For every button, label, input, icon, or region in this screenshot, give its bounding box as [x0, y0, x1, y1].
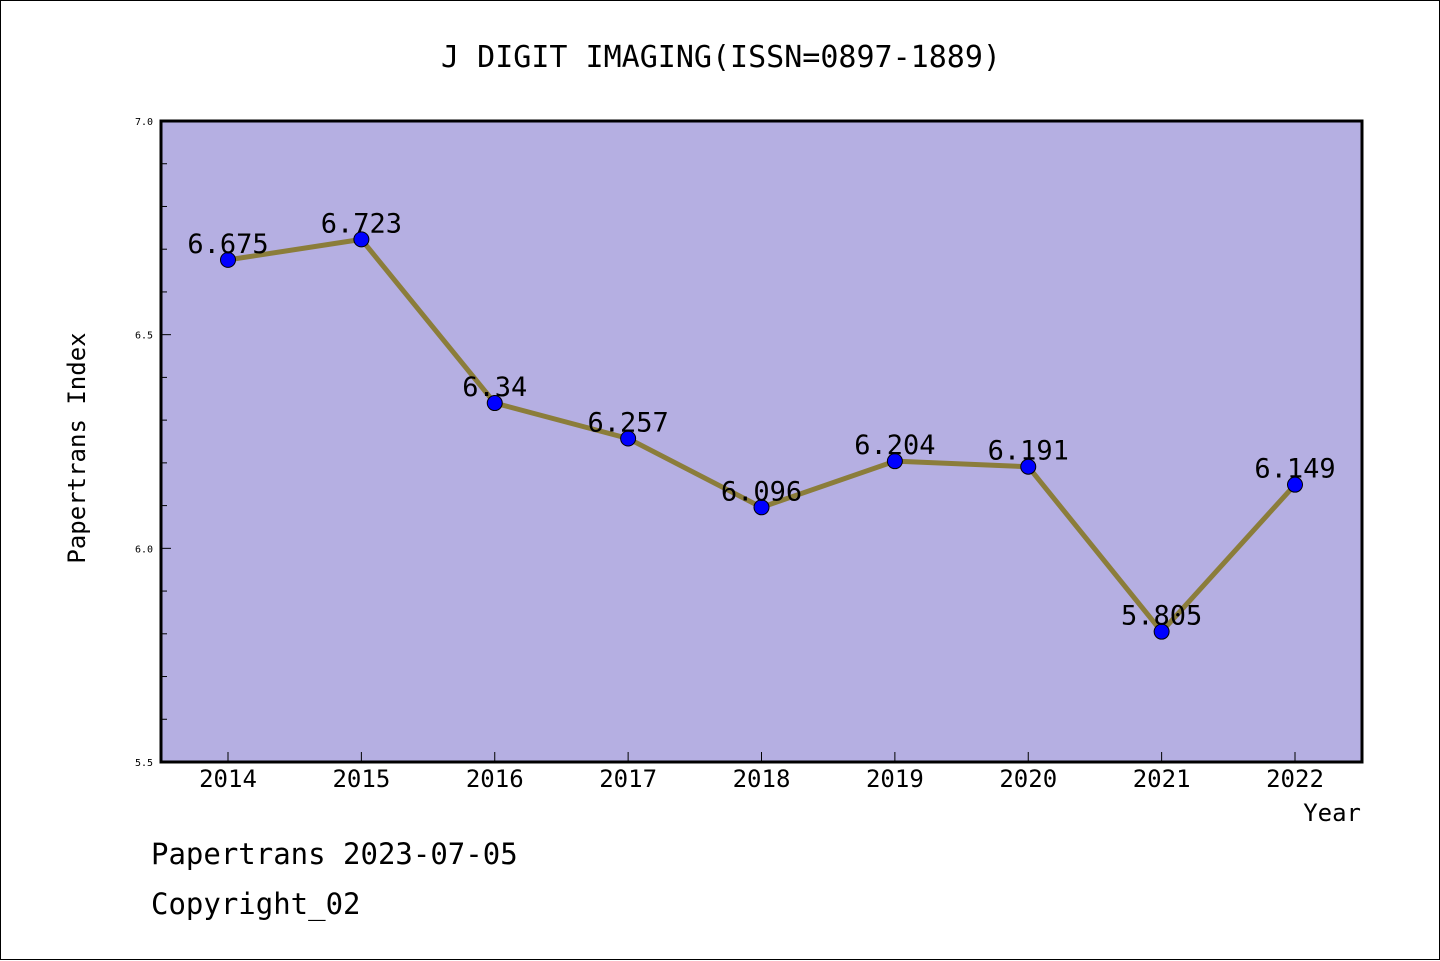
x-axis-label: Year [1303, 799, 1361, 827]
x-tick-label: 2022 [1266, 765, 1324, 793]
data-label: 6.34 [462, 372, 527, 403]
data-label: 6.096 [721, 476, 802, 507]
y-tick-label: 5.5 [135, 758, 153, 769]
data-point [620, 430, 637, 447]
x-tick-label: 2018 [733, 765, 791, 793]
x-tick-label: 2016 [466, 765, 524, 793]
series-layer: 6.675 6.723 6.34 6.257 6.096 6.204 6.191 5.805 6… [187, 208, 1336, 640]
data-point [753, 499, 770, 516]
data-point [220, 251, 236, 268]
data-label: 5.805 [1121, 601, 1202, 632]
y-tick-label: 7.0 [135, 117, 153, 128]
x-axis: 2014 2015 2016 2017 2018 2019 2020 2021 2022 [199, 752, 1324, 793]
data-label: 6.204 [854, 430, 935, 461]
y-tick-label: 6.0 [135, 544, 153, 555]
x-tick-label: 2020 [999, 765, 1057, 793]
data-label: 6.257 [587, 408, 668, 439]
data-point [886, 453, 903, 470]
data-point [486, 395, 503, 412]
x-tick-label: 2017 [599, 765, 657, 793]
data-label: 6.191 [988, 436, 1069, 467]
data-label: 6.149 [1254, 454, 1335, 485]
data-point [1153, 623, 1170, 640]
x-tick-label: 2015 [332, 765, 390, 793]
data-point [1020, 458, 1037, 475]
footer-copyright: Copyright_02 [151, 887, 361, 921]
data-point [353, 231, 370, 248]
x-tick-label: 2019 [866, 765, 924, 793]
chart-title: J DIGIT IMAGING(ISSN=0897-1889) [441, 40, 1001, 75]
data-label: 6.723 [321, 208, 402, 239]
footer-date-line: Papertrans 2023-07-05 [151, 837, 518, 871]
y-axis: 5.5 6.0 6.5 7.0 [135, 117, 171, 769]
y-tick-label: 6.5 [135, 331, 153, 342]
x-tick-label: 2021 [1133, 765, 1191, 793]
data-label: 6.675 [187, 229, 268, 260]
plot-area [159, 119, 1364, 764]
y-axis-label: Papertrans Index [63, 332, 91, 563]
data-point [1287, 476, 1303, 493]
x-tick-label: 2014 [199, 765, 257, 793]
